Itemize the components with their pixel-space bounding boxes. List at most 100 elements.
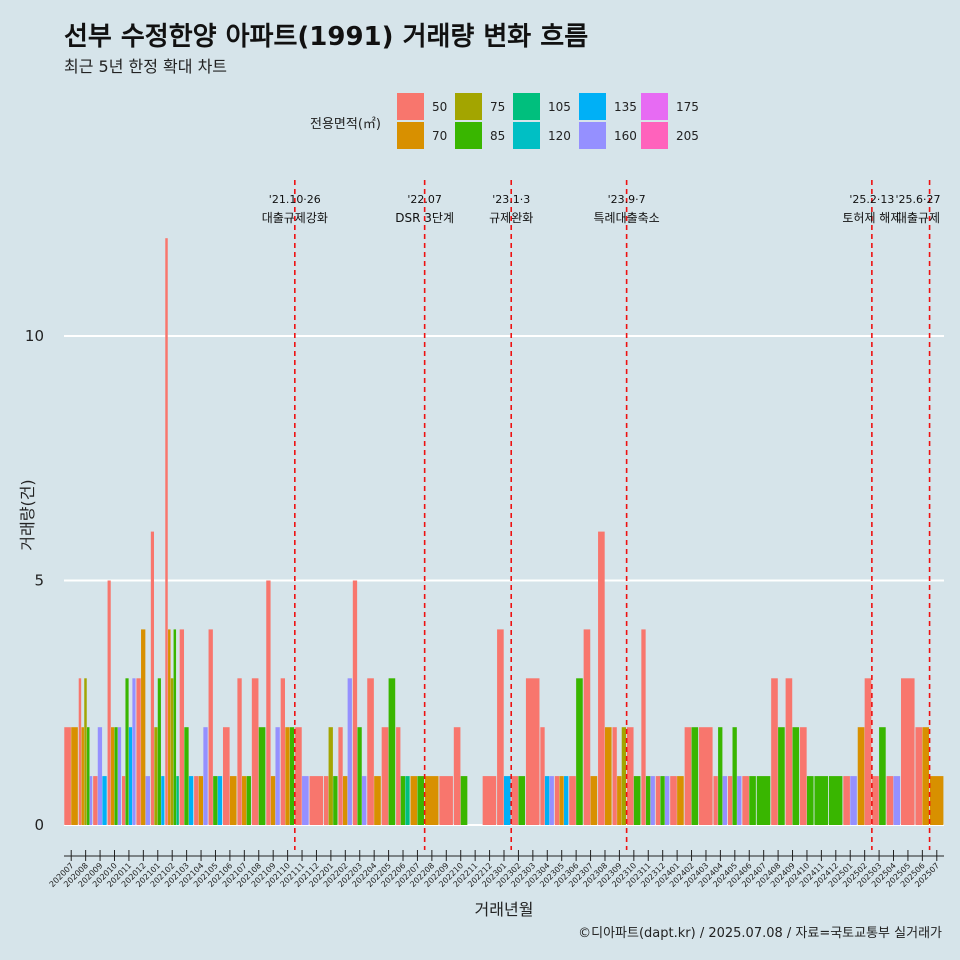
bar <box>749 776 756 825</box>
bar <box>374 776 381 825</box>
chart-title: 선부 수정한양 아파트(1991) 거래량 변화 흐름 <box>64 22 589 52</box>
bar <box>150 531 155 825</box>
bar <box>670 776 677 825</box>
bar <box>814 776 829 825</box>
bar <box>161 776 165 825</box>
bar <box>275 727 280 825</box>
legend-title: 전용면적(㎡) <box>310 117 381 132</box>
x-axis-title: 거래년월 <box>475 900 534 919</box>
bar <box>132 678 136 825</box>
bar <box>722 776 728 825</box>
bar <box>518 776 526 825</box>
bar <box>893 776 901 825</box>
bar <box>121 776 126 825</box>
bar <box>872 776 879 825</box>
bar <box>388 678 396 825</box>
bar <box>111 727 115 825</box>
bar <box>381 727 389 825</box>
bar <box>242 776 247 825</box>
bar <box>655 776 661 825</box>
bar <box>879 727 886 825</box>
bar <box>266 580 271 825</box>
bar <box>718 727 723 825</box>
bar <box>165 238 168 825</box>
bar <box>612 727 617 825</box>
bar <box>141 629 146 825</box>
bar <box>559 776 564 825</box>
bar <box>352 580 358 825</box>
event-date-label: '23.9·7 <box>608 193 646 206</box>
legend-swatch <box>513 122 540 149</box>
bar <box>886 776 894 825</box>
bar <box>564 776 569 825</box>
event-label: 규제완화 <box>489 211 533 225</box>
bar <box>540 727 545 825</box>
bar <box>850 776 857 825</box>
bar <box>184 727 189 825</box>
bar <box>117 727 122 825</box>
bar <box>800 727 807 825</box>
bar <box>338 727 343 825</box>
y-tick-label: 10 <box>25 327 44 345</box>
bar <box>901 678 915 825</box>
bar <box>453 727 461 825</box>
legend-label: 175 <box>676 100 699 114</box>
bar <box>617 776 622 825</box>
bar <box>145 776 150 825</box>
bar <box>194 776 199 825</box>
legend-label: 160 <box>614 129 637 143</box>
bar <box>84 678 87 825</box>
legend-swatch <box>641 93 668 120</box>
legend-label: 50 <box>432 100 447 114</box>
bar <box>173 629 177 825</box>
bar <box>549 776 554 825</box>
bar <box>396 727 401 825</box>
bar <box>576 678 583 825</box>
bar <box>208 629 213 825</box>
bar <box>343 776 348 825</box>
y-axis-title: 거래량(건) <box>18 479 37 550</box>
bar <box>176 776 179 825</box>
bar <box>645 776 651 825</box>
legend-swatch <box>455 122 482 149</box>
bar <box>64 727 71 825</box>
bar <box>922 727 929 825</box>
bar <box>78 678 82 825</box>
bar <box>604 727 612 825</box>
bar <box>128 727 133 825</box>
bar <box>664 776 670 825</box>
legend-label: 70 <box>432 129 447 143</box>
bar <box>929 776 944 825</box>
legend-label: 135 <box>614 100 637 114</box>
event-date-label: '23.1·3 <box>492 193 530 206</box>
y-tick-label: 0 <box>34 816 44 834</box>
event-date-label: '21.10·26 <box>269 193 321 206</box>
legend-swatch <box>397 122 424 149</box>
bar <box>482 776 497 825</box>
bar <box>102 776 107 825</box>
source-caption: ©디아파트(dapt.kr) / 2025.07.08 / 자료=국토교통부 실… <box>578 926 942 941</box>
bar <box>737 776 742 825</box>
bar <box>114 727 118 825</box>
bar <box>504 776 511 825</box>
bar <box>198 776 204 825</box>
bar <box>691 727 699 825</box>
bar <box>203 727 208 825</box>
bar <box>727 776 733 825</box>
bar <box>713 776 718 825</box>
bar <box>93 776 98 825</box>
event-date-label: '25.2·13 <box>849 193 894 206</box>
bar <box>598 531 605 825</box>
legend-swatch <box>397 93 424 120</box>
bar <box>405 776 410 825</box>
bar-group <box>64 238 944 825</box>
bar <box>285 727 290 825</box>
event-date-label: '22.07 <box>407 193 442 206</box>
bar <box>258 727 266 825</box>
bar <box>289 727 295 825</box>
gridlines <box>64 335 944 826</box>
bar <box>497 629 504 825</box>
legend-swatch <box>455 93 482 120</box>
y-tick-label: 5 <box>34 572 44 590</box>
bar <box>544 776 550 825</box>
